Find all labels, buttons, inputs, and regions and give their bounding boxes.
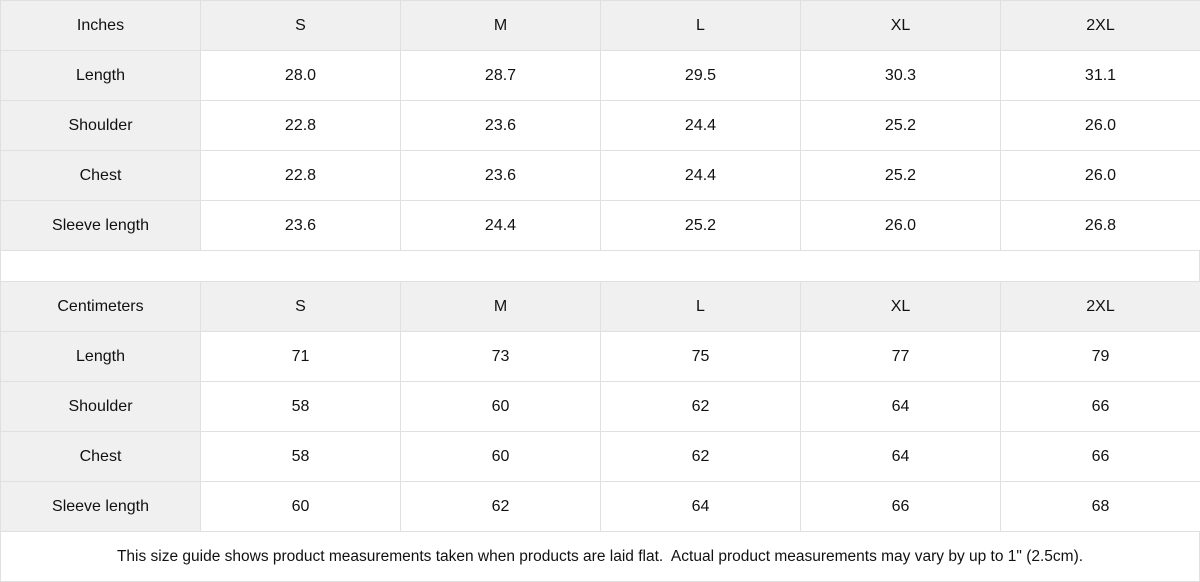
measurement-cell: 29.5: [601, 51, 801, 101]
row-label: Sleeve length: [1, 201, 201, 251]
measurement-cell: 75: [601, 332, 801, 382]
measurement-cell: 66: [1001, 432, 1200, 482]
size-header-s: S: [201, 1, 401, 51]
measurement-cell: 60: [201, 482, 401, 532]
centimeters-unit-header: Centimeters: [1, 282, 201, 332]
table-row-sleeve-length: Sleeve length 23.6 24.4 25.2 26.0 26.8: [1, 201, 1200, 251]
measurement-cell: 23.6: [201, 201, 401, 251]
table-row-chest: Chest 22.8 23.6 24.4 25.2 26.0: [1, 151, 1200, 201]
table-row-sleeve-length: Sleeve length 60 62 64 66 68: [1, 482, 1200, 532]
inches-unit-header: Inches: [1, 1, 201, 51]
measurement-cell: 31.1: [1001, 51, 1200, 101]
measurement-cell: 60: [401, 382, 601, 432]
measurement-cell: 58: [201, 432, 401, 482]
measurement-cell: 77: [801, 332, 1001, 382]
row-label: Shoulder: [1, 101, 201, 151]
measurement-cell: 79: [1001, 332, 1200, 382]
measurement-cell: 60: [401, 432, 601, 482]
measurement-cell: 64: [801, 382, 1001, 432]
size-header-2xl: 2XL: [1001, 1, 1200, 51]
size-header-m: M: [401, 282, 601, 332]
measurement-cell: 26.0: [801, 201, 1001, 251]
measurement-cell: 23.6: [401, 151, 601, 201]
row-label: Length: [1, 332, 201, 382]
measurement-cell: 25.2: [801, 151, 1001, 201]
row-label: Shoulder: [1, 382, 201, 432]
measurement-cell: 68: [1001, 482, 1200, 532]
measurement-cell: 24.4: [401, 201, 601, 251]
measurement-cell: 24.4: [601, 151, 801, 201]
measurement-cell: 66: [801, 482, 1001, 532]
centimeters-header-row: Centimeters S M L XL 2XL: [1, 282, 1200, 332]
size-header-l: L: [601, 282, 801, 332]
row-label: Chest: [1, 151, 201, 201]
measurement-cell: 25.2: [801, 101, 1001, 151]
measurement-cell: 66: [1001, 382, 1200, 432]
inches-header-row: Inches S M L XL 2XL: [1, 1, 1200, 51]
measurement-cell: 26.8: [1001, 201, 1200, 251]
measurement-cell: 28.0: [201, 51, 401, 101]
measurement-cell: 64: [601, 482, 801, 532]
measurement-cell: 64: [801, 432, 1001, 482]
measurement-cell: 22.8: [201, 101, 401, 151]
size-guide-note: This size guide shows product measuremen…: [0, 532, 1200, 582]
inches-table: Inches S M L XL 2XL Length 28.0 28.7 29.…: [0, 0, 1200, 251]
measurement-cell: 62: [601, 432, 801, 482]
size-header-2xl: 2XL: [1001, 282, 1200, 332]
row-label: Chest: [1, 432, 201, 482]
measurement-cell: 26.0: [1001, 101, 1200, 151]
table-row-shoulder: Shoulder 58 60 62 64 66: [1, 382, 1200, 432]
measurement-cell: 62: [401, 482, 601, 532]
measurement-cell: 22.8: [201, 151, 401, 201]
centimeters-table: Centimeters S M L XL 2XL Length 71 73 75…: [0, 281, 1200, 532]
row-label: Sleeve length: [1, 482, 201, 532]
table-row-shoulder: Shoulder 22.8 23.6 24.4 25.2 26.0: [1, 101, 1200, 151]
measurement-cell: 24.4: [601, 101, 801, 151]
size-header-xl: XL: [801, 1, 1001, 51]
table-spacer: [0, 251, 1200, 281]
table-row-length: Length 71 73 75 77 79: [1, 332, 1200, 382]
size-header-xl: XL: [801, 282, 1001, 332]
measurement-cell: 25.2: [601, 201, 801, 251]
size-header-s: S: [201, 282, 401, 332]
measurement-cell: 26.0: [1001, 151, 1200, 201]
row-label: Length: [1, 51, 201, 101]
measurement-cell: 30.3: [801, 51, 1001, 101]
measurement-cell: 58: [201, 382, 401, 432]
measurement-cell: 28.7: [401, 51, 601, 101]
measurement-cell: 73: [401, 332, 601, 382]
measurement-cell: 71: [201, 332, 401, 382]
measurement-cell: 23.6: [401, 101, 601, 151]
measurement-cell: 62: [601, 382, 801, 432]
size-header-m: M: [401, 1, 601, 51]
size-header-l: L: [601, 1, 801, 51]
table-row-length: Length 28.0 28.7 29.5 30.3 31.1: [1, 51, 1200, 101]
table-row-chest: Chest 58 60 62 64 66: [1, 432, 1200, 482]
